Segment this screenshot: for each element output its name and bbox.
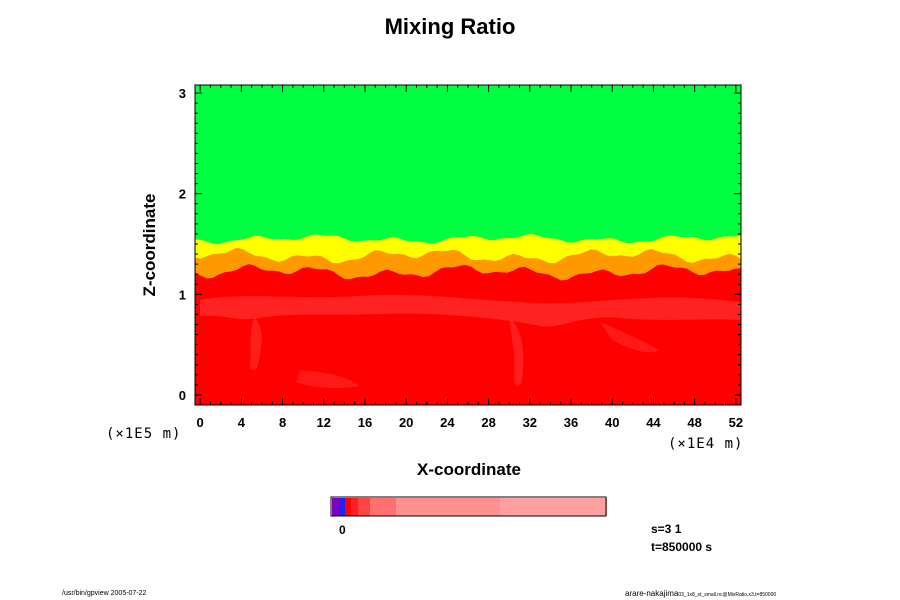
light-red-plume [200, 294, 741, 327]
colorbar-segment [339, 498, 345, 516]
colorbar-segment [370, 498, 396, 516]
x-axis-ticks: 0 4 8 12 16 20 24 28 32 36 40 44 48 52 [197, 85, 743, 430]
x-tick-label: 0 [197, 415, 204, 430]
colorbar-frame [330, 496, 607, 517]
x-tick-label: 12 [317, 415, 331, 430]
x-tick-label: 40 [605, 415, 619, 430]
light-red-plume [296, 370, 360, 389]
colorbar-segment [332, 498, 339, 516]
colorbar-segment [345, 498, 351, 516]
chart-title: Mixing Ratio [384, 14, 516, 39]
x-tick-label: 20 [399, 415, 413, 430]
x-tick-label: 36 [564, 415, 578, 430]
footer-right: arare-nakajima03_1x8_st_small.nc@MixRati… [625, 589, 776, 598]
colorbar-segment [358, 498, 370, 516]
x-tick-label: 52 [729, 415, 743, 430]
footer-author: arare-nakajima [625, 589, 679, 598]
x-axis-label: X-coordinate [417, 460, 521, 479]
colorbar-segment [396, 498, 500, 516]
y-tick-label: 1 [179, 287, 186, 302]
colorbar-zero-label: 0 [339, 523, 346, 537]
colorbar-segment [500, 498, 607, 516]
x-axis-unit: (×1E4 m) [668, 436, 744, 452]
x-tick-label: 44 [646, 415, 661, 430]
x-tick-label: 32 [523, 415, 537, 430]
time-label: t=850000 s [651, 540, 713, 554]
x-tick-label: 4 [238, 415, 246, 430]
light-red-plume [250, 318, 262, 371]
footer-source: 03_1x8_st_small.nc@MixRatio,x3,t=850000 [678, 592, 777, 598]
colorbar [332, 498, 607, 516]
s-label: s=3 1 [651, 522, 682, 536]
x-tick-label: 48 [687, 415, 701, 430]
light-red-plume [510, 318, 524, 386]
colorbar-segment [351, 498, 358, 516]
y-tick-label: 2 [179, 187, 186, 202]
x-tick-label: 16 [358, 415, 372, 430]
y-axis-ticks: 0 1 2 3 [179, 86, 741, 403]
green-layer [195, 85, 741, 245]
footer-left: /usr/bin/gpview 2005-07-22 [62, 590, 147, 597]
y-axis-unit: (×1E5 m) [106, 426, 182, 442]
y-tick-label: 3 [179, 86, 186, 101]
x-tick-label: 28 [481, 415, 495, 430]
x-tick-label: 8 [279, 415, 286, 430]
y-tick-label: 0 [179, 388, 186, 403]
light-red-plume [600, 322, 660, 353]
x-tick-label: 24 [440, 415, 455, 430]
contour-field [195, 85, 741, 405]
